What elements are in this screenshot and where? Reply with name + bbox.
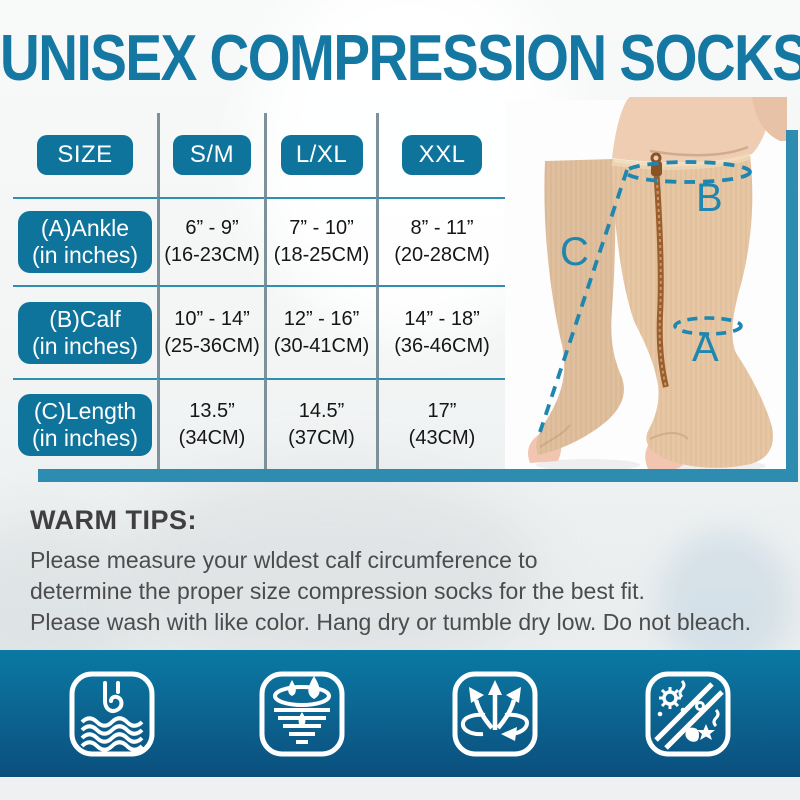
table-cell: 7” - 10” (18-25CM) <box>264 197 376 285</box>
table-cell: 8” - 11” (20-28CM) <box>376 197 505 285</box>
sock-wash-icon <box>69 671 155 757</box>
column-header-cell: L/XL <box>264 113 376 197</box>
front-knee-skin <box>612 97 770 163</box>
cell-value-cm: (43CM) <box>408 427 476 449</box>
column-header-cell: SIZE <box>13 113 157 197</box>
front-leg-rib <box>612 156 773 468</box>
column-header-cell: XXL <box>376 113 505 197</box>
row-label-badge: (A)Ankle (in inches) <box>18 211 152 273</box>
warm-tips-heading: WARM TIPS: <box>30 505 197 535</box>
row-label-line1: (A)Ankle <box>40 215 130 241</box>
arm-skin <box>752 97 787 141</box>
label-c: C <box>560 230 589 274</box>
background-photo-blur <box>120 470 540 670</box>
row-label-line2: (in inches) <box>31 242 139 268</box>
table-cell: 14” - 18” (36-46CM) <box>376 285 505 378</box>
row-label-line2: (in inches) <box>31 425 139 451</box>
cell-value-cm: (16-23CM) <box>164 244 260 266</box>
table-cell: 12” - 16” (30-41CM) <box>264 285 376 378</box>
cell-value: 17” <box>427 400 457 422</box>
anti-bacterial-icon <box>645 671 731 757</box>
row-label-line1: (C)Length <box>33 398 137 424</box>
features-band <box>0 650 800 777</box>
ankle-measure-ellipse <box>673 316 743 336</box>
cell-value: 14” - 18” <box>404 307 480 330</box>
warm-tips-section: WARM TIPS: Please measure your wldest ca… <box>30 505 780 638</box>
warm-tips-line: determine the proper size compression so… <box>30 578 645 604</box>
size-chart-table: SIZE S/M L/XL XXL (A)Ankle (in inches) 6… <box>13 113 505 470</box>
cell-value-cm: (37CM) <box>288 427 355 449</box>
page-title: UNISEX COMPRESSION SOCKS <box>0 21 800 95</box>
cell-value-cm: (25-36CM) <box>164 334 260 357</box>
cell-value: 13.5” <box>189 400 235 422</box>
row-label-line1: (B)Calf <box>49 305 121 332</box>
background-photo-blur <box>660 530 790 670</box>
row-label-cell-length: (C)Length (in inches) <box>13 378 157 470</box>
cell-value-cm: (36-46CM) <box>394 334 490 357</box>
row-label-badge: (C)Length (in inches) <box>18 394 152 456</box>
frame-bar-vertical <box>786 130 798 482</box>
label-b: B <box>696 176 723 220</box>
row-label-cell-ankle: (A)Ankle (in inches) <box>13 197 157 285</box>
column-header-lxl: L/XL <box>280 135 363 175</box>
row-label-line2: (in inches) <box>31 332 139 359</box>
sock-measurement-diagram: B C A <box>528 97 787 472</box>
breathable-icon <box>452 671 538 757</box>
cell-value-cm: (18-25CM) <box>273 244 370 266</box>
row-label-badge: (B)Calf (in inches) <box>18 301 152 364</box>
frame-bar-horizontal <box>38 469 798 482</box>
cell-value: 7” - 10” <box>289 217 354 239</box>
cell-value: 14.5” <box>298 400 345 422</box>
row-label-cell-calf: (B)Calf (in inches) <box>13 285 157 378</box>
table-cell: 13.5” (34CM) <box>157 378 264 470</box>
column-header-cell: S/M <box>157 113 264 197</box>
column-header-size: SIZE <box>37 135 133 175</box>
table-cell: 14.5” (37CM) <box>264 378 376 470</box>
back-leg-rib <box>536 159 624 455</box>
cell-value: 12” - 16” <box>283 307 360 330</box>
cell-value-cm: (34CM) <box>178 427 246 449</box>
cell-value: 8” - 11” <box>410 217 474 239</box>
label-a: A <box>692 326 719 370</box>
table-cell: 10” - 14” (25-36CM) <box>157 285 264 378</box>
footer-strip <box>0 777 800 800</box>
cell-value-cm: (20-28CM) <box>394 244 490 266</box>
warm-tips-line: Please measure your wldest calf circumfe… <box>30 547 538 573</box>
cell-value: 10” - 14” <box>174 307 250 330</box>
moisture-wicking-icon <box>259 671 345 757</box>
cell-value: 6” - 9” <box>185 217 239 239</box>
warm-tips-line: Please wash with like color. Hang dry or… <box>30 609 752 635</box>
column-header-sm: S/M <box>173 135 251 175</box>
calf-measure-ellipse <box>624 160 752 184</box>
cell-value-cm: (30-41CM) <box>273 334 370 357</box>
table-cell: 6” - 9” (16-23CM) <box>157 197 264 285</box>
column-header-xxl: XXL <box>402 135 482 175</box>
table-cell: 17” (43CM) <box>376 378 505 470</box>
length-measure-line <box>538 169 629 433</box>
